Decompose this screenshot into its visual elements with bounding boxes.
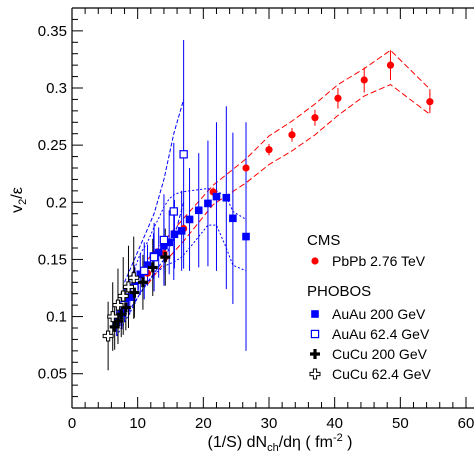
data-point (147, 262, 158, 273)
data-point (169, 207, 178, 216)
data-point (107, 311, 119, 323)
x-axis-label: (1/S) dNch/dη ( fm-2 ) (208, 432, 353, 454)
data-point (109, 321, 120, 332)
legend-entry-pbpb: PbPb 2.76 TeV (311, 253, 426, 269)
y-tick-label: 0.2 (46, 194, 67, 211)
data-point (194, 206, 203, 215)
data-point (112, 316, 123, 327)
data-point (426, 98, 434, 106)
data-point (116, 309, 127, 320)
legend-marker (311, 257, 319, 265)
data-point (242, 232, 250, 241)
y-tick-label: 0.05 (38, 366, 67, 383)
data-point (165, 238, 173, 247)
x-tick-label: 60 (458, 415, 474, 432)
legend-label: AuAu 62.4 GeV (332, 326, 430, 342)
legend-marker (311, 310, 319, 318)
x-tick-label: 10 (129, 415, 146, 432)
data-point (334, 94, 342, 102)
data-markers (102, 61, 434, 342)
y-tick-label: 0.25 (38, 137, 67, 154)
plot-frame (71, 7, 474, 409)
legend-label: AuAu 200 GeV (332, 306, 426, 322)
data-point (222, 193, 231, 202)
y-tick-labels: 0.05 0.1 0.15 0.2 0.25 0.3 0.35 (38, 23, 67, 383)
data-point (122, 281, 134, 293)
legend-group-phobos: PHOBOS (307, 283, 371, 300)
data-point (204, 199, 212, 208)
legend-label: CuCu 62.4 GeV (332, 366, 431, 382)
data-point (170, 230, 179, 239)
x-tick-label: 40 (326, 415, 343, 432)
data-point (229, 214, 237, 223)
legend-label: CuCu 200 GeV (332, 346, 428, 362)
legend-label: PbPb 2.76 TeV (332, 253, 426, 269)
data-point (120, 302, 131, 313)
data-point (117, 290, 129, 302)
data-point (143, 261, 152, 269)
legend-group-cms: CMS (307, 232, 340, 249)
legend-marker (310, 349, 320, 359)
legend-entry-cucu-62: CuCu 62.4 GeV (309, 366, 431, 382)
data-point (386, 61, 395, 69)
data-point (128, 272, 140, 284)
legend: CMS PbPb 2.76 TeV PHOBOS AuAu 200 GeV Au… (307, 232, 431, 382)
x-tick-labels: 0 10 20 30 40 50 60 (68, 415, 474, 432)
sys-band-upper (124, 99, 185, 283)
sys-band-upper (147, 49, 431, 260)
data-point (125, 293, 134, 301)
data-point (160, 241, 168, 250)
data-point (265, 146, 273, 154)
sys-band-lower (147, 83, 431, 285)
systematic-bands (116, 49, 431, 337)
data-point (137, 277, 148, 288)
y-tick-label: 0.35 (38, 23, 67, 40)
data-point (242, 164, 250, 172)
x-tick-label: 20 (195, 415, 212, 432)
y-axis-label: v2/ε (9, 187, 29, 213)
data-point (149, 252, 159, 262)
x-tick-label: 50 (392, 415, 409, 432)
data-point (154, 248, 163, 257)
data-point (129, 287, 140, 298)
x-tick-label: 30 (261, 415, 278, 432)
axis-ticks (71, 7, 467, 409)
y-tick-label: 0.1 (46, 309, 67, 326)
data-point (311, 114, 319, 122)
data-point (102, 330, 114, 342)
data-point (112, 299, 124, 311)
data-point (360, 76, 368, 84)
data-point (185, 215, 194, 224)
y-tick-label: 0.3 (46, 80, 67, 97)
legend-entry-auau-62: AuAu 62.4 GeV (310, 326, 430, 342)
data-point (160, 252, 171, 263)
data-point (140, 266, 149, 276)
y-tick-label: 0.15 (38, 251, 67, 268)
legend-entry-auau-200: AuAu 200 GeV (311, 306, 426, 322)
legend-entry-cucu-200: CuCu 200 GeV (310, 346, 428, 362)
data-point (159, 235, 169, 245)
data-point (177, 227, 186, 235)
x-tick-label: 0 (68, 415, 76, 432)
legend-marker (310, 329, 320, 339)
data-point (212, 192, 221, 201)
legend-marker (309, 368, 321, 380)
data-point (288, 131, 296, 139)
data-point (179, 150, 188, 159)
